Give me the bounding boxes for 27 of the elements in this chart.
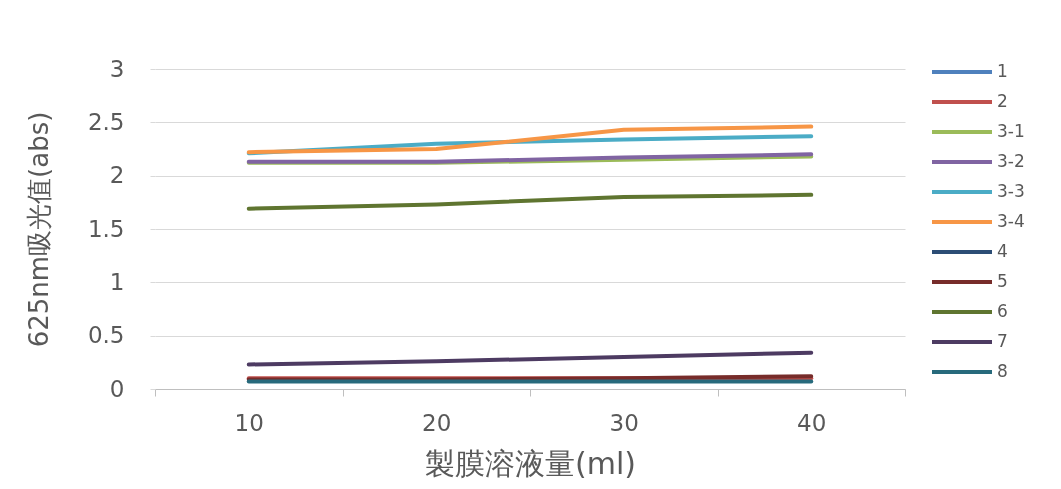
y-tick-label: 0 — [109, 375, 125, 402]
x-axis-title: 製膜溶液量(ml) — [425, 445, 636, 481]
legend-label: 8 — [997, 361, 1008, 381]
x-tick-label: 20 — [422, 409, 452, 436]
legend-label: 3-2 — [997, 151, 1025, 171]
line-series — [246, 124, 814, 155]
y-tick-label: 2.5 — [87, 108, 125, 135]
x-tick-label: 10 — [234, 409, 264, 436]
legend-label: 5 — [997, 271, 1008, 291]
x-tick-label: 30 — [609, 409, 639, 436]
y-tick-label: 3 — [109, 55, 125, 82]
line-series — [246, 350, 814, 367]
legend-label: 3-1 — [997, 121, 1025, 141]
legend-label: 2 — [997, 91, 1008, 111]
y-tick-label: 2 — [109, 162, 125, 189]
y-tick-label: 0.5 — [87, 322, 125, 349]
legend-label: 1 — [997, 61, 1008, 81]
y-tick-label: 1.5 — [87, 215, 125, 242]
x-tick-label: 40 — [797, 409, 827, 436]
legend-label: 6 — [997, 301, 1008, 321]
legend-label: 7 — [997, 331, 1008, 351]
y-tick-label: 1 — [109, 268, 125, 295]
legend-label: 3-3 — [997, 181, 1025, 201]
line-series — [246, 192, 814, 211]
y-axis-title: 625nm吸光值(abs) — [23, 111, 54, 348]
legend-label: 4 — [997, 241, 1008, 261]
legend-label: 3-4 — [997, 211, 1025, 231]
